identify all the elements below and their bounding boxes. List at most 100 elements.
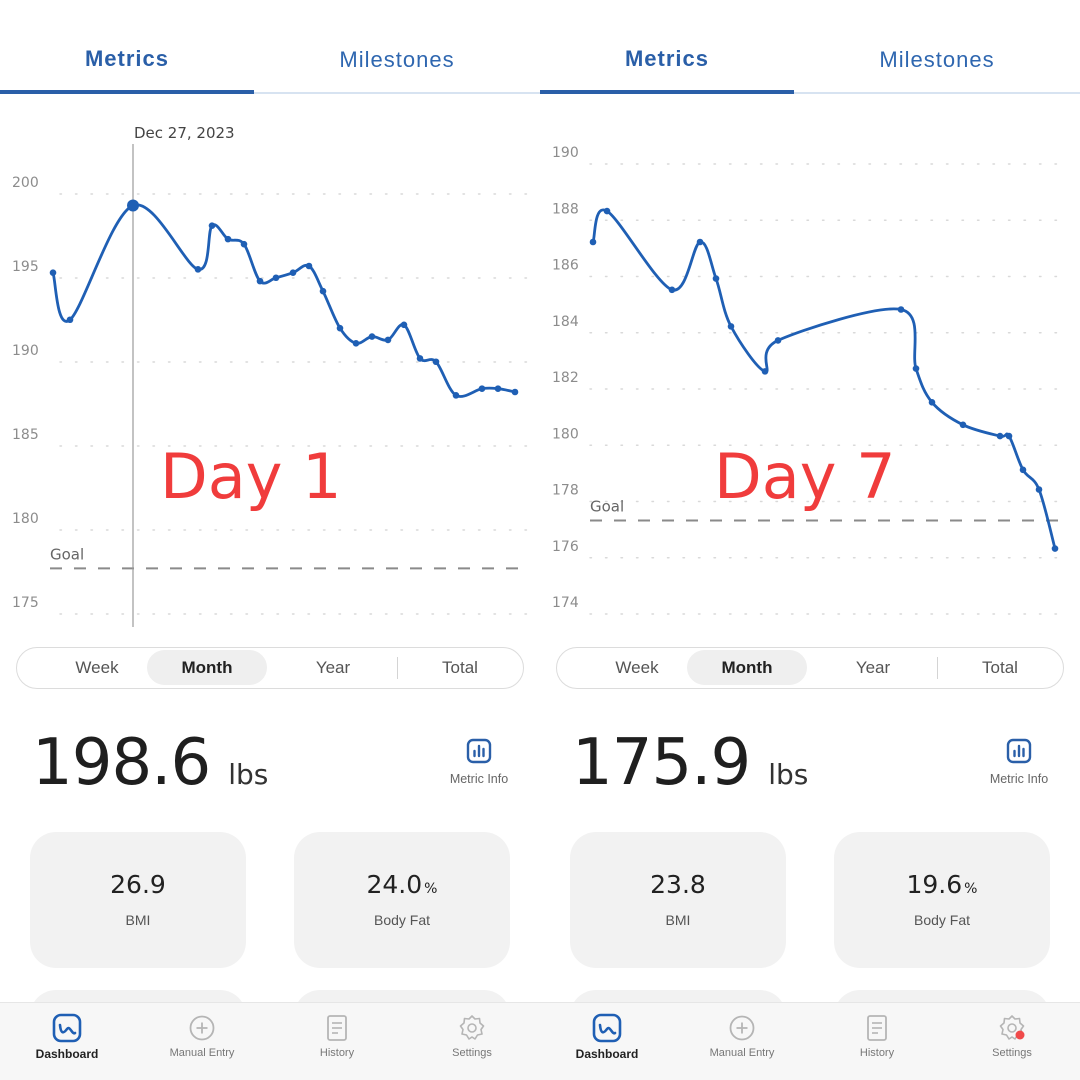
data-point[interactable] xyxy=(1005,432,1013,440)
data-point[interactable] xyxy=(603,207,611,215)
data-point[interactable] xyxy=(240,240,248,248)
plus-circle-icon xyxy=(729,1015,755,1041)
data-point[interactable] xyxy=(478,385,486,392)
nav-settings[interactable]: Settings xyxy=(417,1013,527,1059)
selected-data-point[interactable] xyxy=(127,199,139,212)
nav-manual-entry[interactable]: Manual Entry xyxy=(687,1013,797,1059)
period-year[interactable]: Year xyxy=(315,657,351,677)
period-divider xyxy=(397,657,398,679)
weight-unit: lbs xyxy=(768,758,809,791)
data-point[interactable] xyxy=(289,269,297,277)
period-selector: Week Month Year Total xyxy=(16,647,524,689)
data-point[interactable] xyxy=(589,238,597,246)
data-point[interactable] xyxy=(727,323,735,330)
period-month[interactable]: Month xyxy=(687,650,807,685)
notification-badge xyxy=(1015,1030,1025,1040)
data-point[interactable] xyxy=(1035,486,1043,493)
data-point[interactable] xyxy=(416,355,424,362)
period-total[interactable]: Total xyxy=(982,657,1018,677)
data-point[interactable] xyxy=(256,277,264,285)
weight-value: 175.9 xyxy=(572,726,751,800)
bmi-card[interactable]: 23.8 BMI xyxy=(570,832,786,968)
dashboard-icon xyxy=(52,1013,82,1043)
data-point[interactable] xyxy=(959,421,967,429)
tab-bar: Metrics Milestones xyxy=(540,28,1080,94)
data-point[interactable] xyxy=(494,385,502,392)
nav-dashboard[interactable]: Dashboard xyxy=(552,1013,662,1061)
data-point[interactable] xyxy=(208,222,216,229)
gear-icon xyxy=(999,1015,1025,1040)
data-point[interactable] xyxy=(66,316,74,324)
data-point[interactable] xyxy=(194,266,202,273)
data-point[interactable] xyxy=(368,333,376,340)
data-point[interactable] xyxy=(712,275,720,282)
goal-label: Goal xyxy=(50,545,84,563)
data-point[interactable] xyxy=(384,336,392,344)
selected-date-label: Dec 27, 2023 xyxy=(134,124,235,142)
data-point[interactable] xyxy=(996,432,1004,440)
y-tick-label: 180 xyxy=(12,511,39,527)
body-fat-card[interactable]: 19.6% Body Fat xyxy=(834,832,1050,968)
data-point[interactable] xyxy=(272,274,280,282)
tab-milestones[interactable]: Milestones xyxy=(879,47,995,72)
y-tick-label: 178 xyxy=(552,483,579,499)
period-total[interactable]: Total xyxy=(442,657,478,677)
tab-bar: Metrics Milestones xyxy=(0,28,540,94)
current-weight: 175.9 lbs xyxy=(572,726,808,800)
data-point[interactable] xyxy=(319,287,327,295)
data-point[interactable] xyxy=(49,269,57,277)
bmi-value: 23.8 xyxy=(650,870,706,899)
metric-info-button[interactable]: Metric Info xyxy=(442,738,516,788)
data-point[interactable] xyxy=(352,339,360,347)
data-point[interactable] xyxy=(928,399,936,406)
nav-settings[interactable]: Settings xyxy=(957,1013,1067,1059)
nav-manual-entry[interactable]: Manual Entry xyxy=(147,1013,257,1059)
nav-history[interactable]: History xyxy=(282,1013,392,1059)
metric-info-label: Metric Info xyxy=(449,772,509,786)
body-fat-label: Body Fat xyxy=(373,912,431,928)
data-point[interactable] xyxy=(912,365,920,372)
y-tick-label: 190 xyxy=(12,343,39,359)
data-point[interactable] xyxy=(336,324,344,332)
tab-metrics[interactable]: Metrics xyxy=(540,28,794,94)
nav-dashboard[interactable]: Dashboard xyxy=(12,1013,122,1061)
y-tick-label: 195 xyxy=(12,259,39,275)
weight-unit: lbs xyxy=(228,758,269,791)
bar-chart-icon xyxy=(466,738,492,764)
tab-metrics[interactable]: Metrics xyxy=(0,28,254,94)
weight-chart[interactable]: 190 188 186 184 182 180 178 176 174 Goal Day 7 xyxy=(540,100,1080,640)
bmi-card[interactable]: 26.9 BMI xyxy=(30,832,246,968)
goal-label: Goal xyxy=(590,497,624,515)
period-selector: Week Month Year Total xyxy=(556,647,1064,689)
dashboard-icon xyxy=(592,1013,622,1043)
bottom-navigation: Dashboard Manual Entry History xyxy=(540,1002,1080,1080)
data-point[interactable] xyxy=(400,321,408,329)
day-7-screenshot: Metrics Milestones 190 188 186 184 182 180 178… xyxy=(540,0,1080,1080)
period-week[interactable]: Week xyxy=(615,657,659,677)
data-point[interactable] xyxy=(696,238,704,246)
data-point[interactable] xyxy=(1051,545,1059,552)
data-point[interactable] xyxy=(452,392,460,399)
tab-milestones[interactable]: Milestones xyxy=(339,47,455,72)
metric-info-button[interactable]: Metric Info xyxy=(982,738,1056,788)
y-tick-label: 175 xyxy=(12,595,39,611)
data-point[interactable] xyxy=(774,337,782,344)
weight-chart[interactable]: 200 195 190 185 180 175 Goal Dec 27, 2023 Day 1 xyxy=(0,100,540,640)
data-point[interactable] xyxy=(305,262,313,270)
data-point[interactable] xyxy=(897,306,905,313)
nav-history[interactable]: History xyxy=(822,1013,932,1059)
period-week[interactable]: Week xyxy=(75,657,119,677)
data-point[interactable] xyxy=(668,286,676,294)
body-fat-card[interactable]: 24.0% Body Fat xyxy=(294,832,510,968)
day-1-screenshot: Metrics Milestones 200 195 190 185 180 175 Goa… xyxy=(0,28,540,1061)
data-point[interactable] xyxy=(1019,466,1027,474)
body-fat-label: Body Fat xyxy=(913,912,971,928)
data-point[interactable] xyxy=(761,368,769,375)
weight-value: 198.6 xyxy=(32,726,211,800)
period-month[interactable]: Month xyxy=(147,650,267,685)
data-point[interactable] xyxy=(511,388,519,396)
period-year[interactable]: Year xyxy=(855,657,891,677)
data-point[interactable] xyxy=(224,235,232,243)
data-point[interactable] xyxy=(432,358,440,366)
metric-info-label: Metric Info xyxy=(989,772,1049,786)
